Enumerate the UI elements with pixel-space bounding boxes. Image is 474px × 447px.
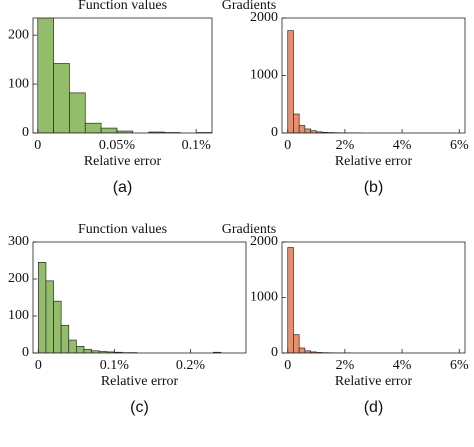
chart-title: Function values — [78, 222, 167, 237]
x-tick-label: 0 — [35, 358, 42, 373]
y-tick-label: 2000 — [250, 10, 278, 25]
bar — [100, 127, 118, 133]
x-tick-label: 4% — [393, 358, 412, 373]
y-tick-label: 200 — [8, 271, 29, 286]
bar — [84, 122, 102, 133]
y-tick-label: 100 — [8, 308, 29, 323]
axes-box — [281, 241, 466, 354]
chart-title: Function values — [78, 0, 167, 13]
bar — [45, 280, 54, 353]
bar — [76, 345, 85, 353]
x-tick-label: 2% — [336, 358, 355, 373]
bar — [293, 334, 300, 353]
bar — [293, 113, 300, 133]
bar — [83, 348, 92, 353]
x-tick-label: 6% — [450, 138, 469, 153]
y-tick-label: 300 — [8, 234, 29, 249]
x-tick-label: 0 — [34, 138, 41, 153]
x-axis-label: Relative error — [84, 154, 162, 169]
bar — [60, 324, 70, 353]
y-tick-label: 0 — [22, 345, 29, 360]
bar — [53, 300, 62, 353]
x-axis-label: Relative error — [335, 374, 413, 389]
bar — [53, 63, 70, 133]
axes-box — [32, 241, 247, 354]
caption: (d) — [364, 399, 384, 416]
x-tick-label: 0.1% — [100, 358, 130, 373]
x-tick-label: 0 — [284, 358, 291, 373]
caption: (a) — [113, 179, 133, 196]
chart-title: Gradients — [222, 222, 276, 237]
bar — [298, 125, 306, 133]
bar — [68, 339, 77, 353]
plot-area — [287, 30, 363, 133]
x-tick-label: 0.05% — [99, 138, 136, 153]
bar — [37, 18, 54, 133]
x-tick-label: 0 — [284, 138, 291, 153]
bar — [298, 347, 306, 353]
bar — [69, 92, 86, 133]
y-tick-label: 0 — [271, 345, 278, 360]
axes-box — [281, 17, 466, 134]
x-tick-label: 0.1% — [182, 138, 212, 153]
axes-box — [32, 17, 213, 134]
x-axis-label: Relative error — [335, 154, 413, 169]
y-tick-label: 0 — [271, 125, 278, 140]
y-tick-label: 100 — [8, 76, 29, 91]
bar — [287, 30, 294, 133]
x-tick-label: 4% — [393, 138, 412, 153]
y-tick-label: 2000 — [250, 234, 278, 249]
x-axis-label: Relative error — [101, 374, 179, 389]
y-tick-label: 200 — [8, 27, 29, 42]
bar — [304, 128, 311, 133]
bar — [37, 262, 47, 353]
plot-area — [287, 247, 351, 353]
y-tick-label: 1000 — [250, 290, 278, 305]
x-tick-label: 6% — [450, 358, 469, 373]
y-tick-label: 1000 — [250, 68, 278, 83]
caption: (b) — [364, 179, 384, 196]
x-tick-label: 2% — [336, 138, 355, 153]
x-tick-label: 0.2% — [176, 358, 206, 373]
caption: (c) — [130, 399, 149, 416]
y-tick-label: 0 — [22, 125, 29, 140]
plot-area — [37, 262, 222, 353]
plot-area — [37, 18, 212, 133]
chart-title: Gradients — [222, 0, 276, 13]
bar — [287, 247, 294, 353]
